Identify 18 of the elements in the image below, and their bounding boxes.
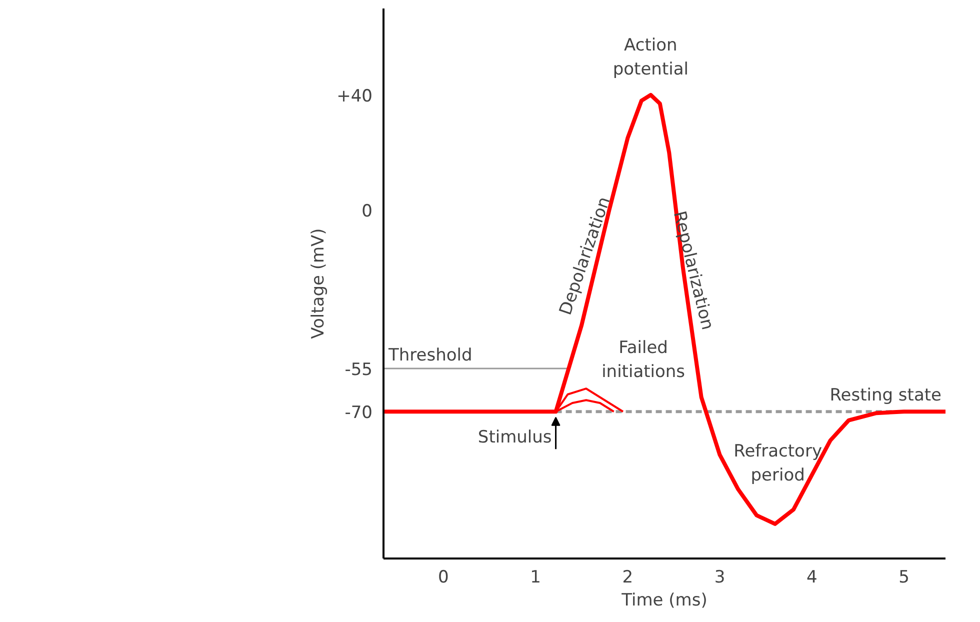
x-tick-label: 2 (622, 568, 634, 588)
x-tick-label: 0 (438, 568, 449, 588)
x-tick-label: 4 (806, 568, 818, 588)
annotation: Refractory period (734, 441, 822, 486)
annotation: Failed initiations (602, 338, 686, 382)
annotation: Stimulus (478, 428, 552, 448)
y-tick-label: -70 (344, 403, 373, 424)
x-tick-label: 5 (898, 568, 910, 588)
ref-line-label: Resting state (830, 386, 942, 406)
x-axis-title: Time (ms) (620, 590, 708, 610)
ref-line-label: Threshold (388, 345, 472, 366)
y-tick-label: 0 (362, 202, 373, 222)
y-tick-label: -55 (344, 360, 373, 380)
y-axis-title: Voltage (mV) (308, 228, 329, 339)
x-tick-label: 1 (530, 568, 541, 588)
y-tick-label: +40 (336, 86, 373, 106)
x-tick-label: 3 (714, 568, 726, 588)
annotation: Action potential (612, 35, 688, 80)
